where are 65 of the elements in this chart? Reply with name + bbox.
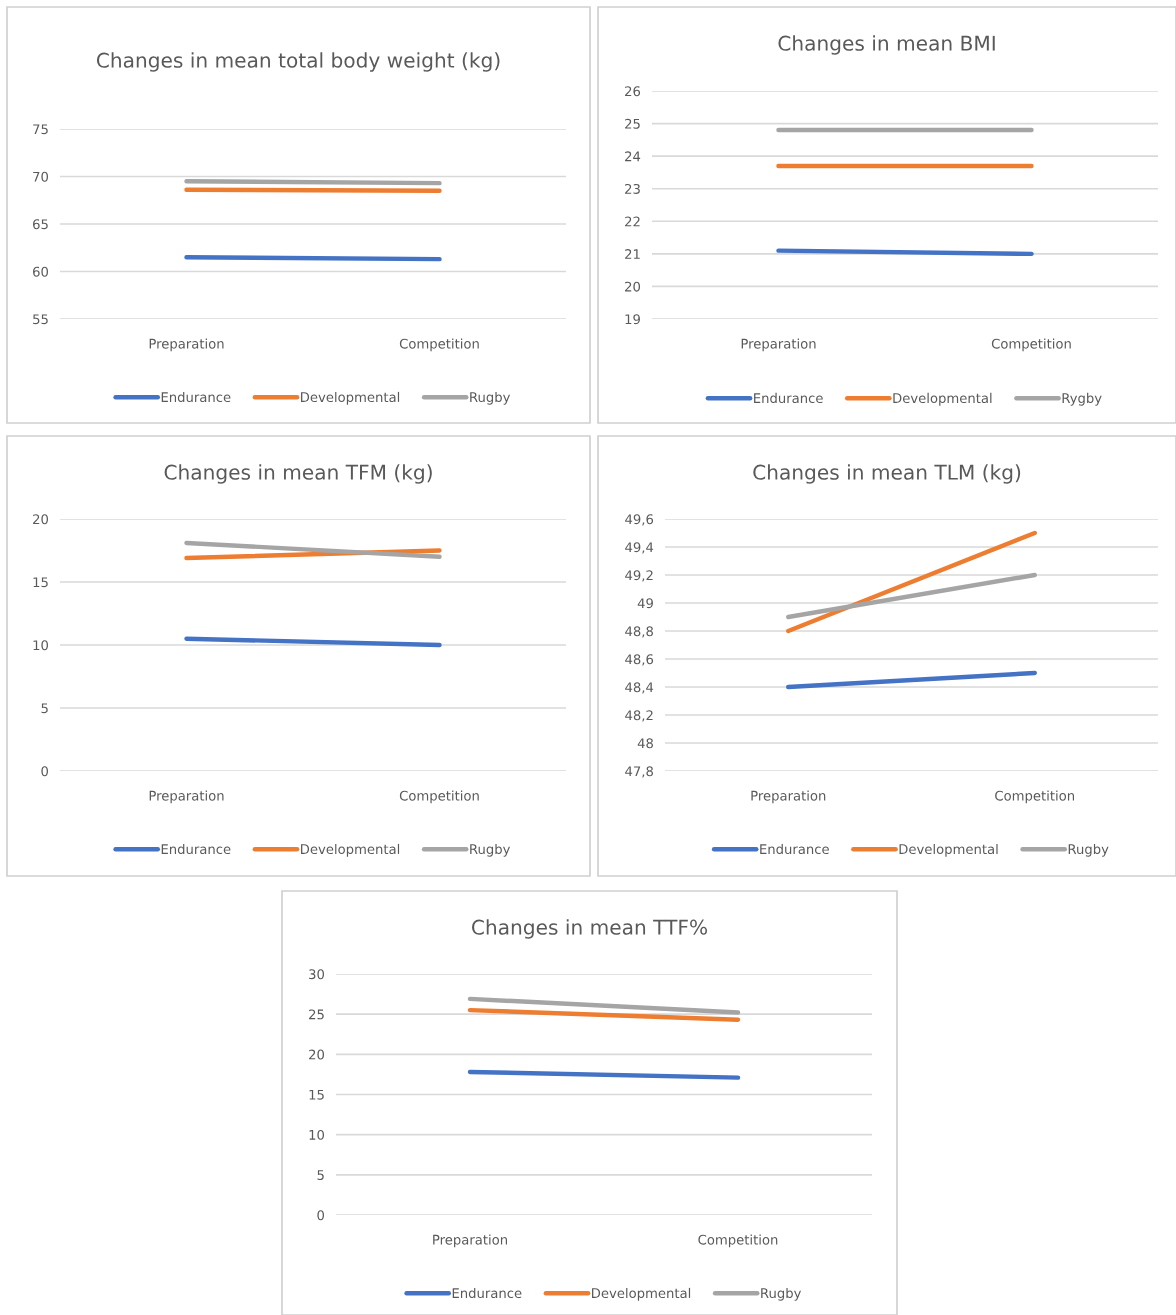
legend-label: Endurance: [161, 391, 231, 403]
y-tick-label: 23: [625, 183, 640, 194]
y-tick-label: 20: [309, 1049, 325, 1060]
x-tick-label: Preparation: [741, 338, 816, 352]
y-tick-label: 47,8: [625, 766, 653, 778]
y-tick-label: 15: [309, 1089, 324, 1100]
y-tick-label: 48,8: [625, 626, 653, 638]
y-tick-label: 20: [33, 514, 49, 525]
chart-title: Changes in mean TTF%: [472, 919, 708, 939]
y-tick-label: 49: [637, 598, 653, 609]
legend-label: Rugby: [470, 391, 511, 405]
y-tick-label: 49,4: [625, 542, 654, 554]
chart-title: Changes in mean total body weight (kg): [96, 52, 500, 72]
y-tick-label: 48,4: [625, 682, 654, 694]
y-tick-label: 19: [625, 314, 640, 325]
y-tick-label: 22: [625, 216, 640, 227]
y-tick-label: 5: [41, 703, 48, 714]
y-tick-label: 25: [625, 118, 640, 129]
x-tick-label: Competition: [399, 338, 479, 352]
x-tick-label: Preparation: [433, 1234, 507, 1248]
x-tick-label: Competition: [698, 1234, 778, 1248]
y-tick-label: 15: [33, 577, 48, 588]
x-tick-label: Competition: [399, 790, 479, 804]
y-tick-label: 49,6: [625, 514, 654, 526]
legend-label: Endurance: [754, 392, 823, 404]
legend-label: Rugby: [1068, 843, 1109, 857]
y-tick-label: 48: [637, 738, 653, 749]
y-tick-label: 0: [41, 766, 49, 777]
legend-label: Developmental: [899, 843, 998, 857]
y-tick-label: 70: [33, 171, 49, 182]
legend-label: Endurance: [452, 1287, 522, 1299]
y-tick-label: 65: [33, 219, 48, 230]
y-tick-label: 48,6: [625, 654, 654, 666]
y-tick-label: 75: [33, 124, 48, 135]
legend-label: Rugby: [761, 1287, 802, 1301]
y-tick-label: 48,2: [625, 710, 653, 722]
x-tick-label: Preparation: [149, 790, 224, 804]
x-tick-label: Preparation: [751, 790, 826, 804]
y-tick-label: 10: [309, 1129, 325, 1140]
legend-label: Developmental: [893, 392, 992, 406]
y-tick-label: 60: [33, 266, 49, 277]
legend-label: Developmental: [301, 391, 400, 405]
y-tick-label: 55: [33, 314, 48, 325]
legend-label: Rygby: [1062, 392, 1102, 406]
chart-title: Changes in mean BMI: [778, 35, 995, 55]
legend-label: Endurance: [161, 843, 231, 855]
y-tick-label: 24: [625, 151, 641, 162]
y-tick-label: 30: [309, 969, 325, 980]
legend-label: Endurance: [760, 843, 829, 855]
y-tick-label: 0: [317, 1210, 325, 1221]
y-tick-label: 10: [33, 640, 49, 651]
y-tick-label: 49,2: [625, 570, 653, 582]
x-tick-label: Competition: [995, 790, 1074, 804]
chart-title: Changes in mean TLM (kg): [753, 464, 1021, 484]
y-tick-label: 25: [309, 1009, 324, 1020]
chart-title: Changes in mean TFM (kg): [164, 464, 432, 484]
x-tick-label: Preparation: [149, 338, 224, 352]
legend-label: Rugby: [470, 843, 511, 857]
legend-label: Developmental: [592, 1287, 691, 1301]
y-tick-label: 21: [625, 249, 640, 259]
y-tick-label: 5: [317, 1170, 324, 1181]
legend-label: Developmental: [301, 843, 400, 857]
y-tick-label: 20: [625, 281, 641, 292]
x-tick-label: Competition: [991, 338, 1071, 352]
y-tick-label: 26: [625, 86, 641, 97]
